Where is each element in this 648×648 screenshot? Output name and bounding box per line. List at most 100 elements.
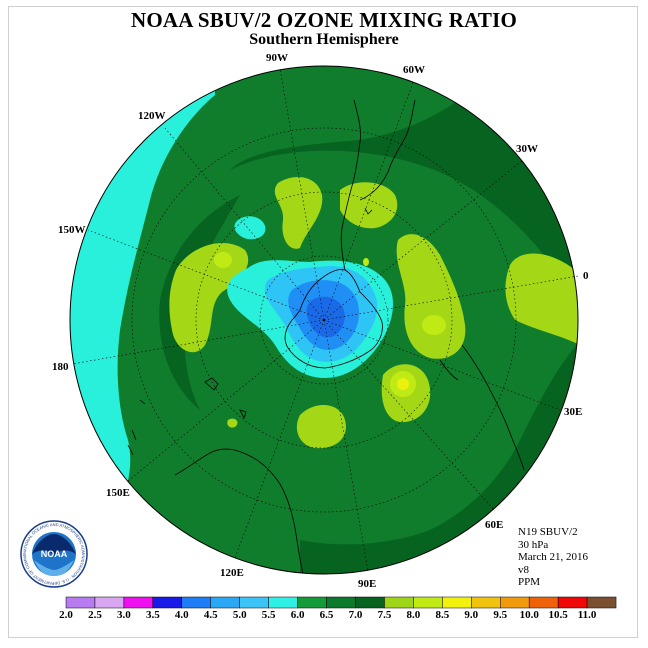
colorbar-box (152, 596, 183, 609)
madagascar-coast (439, 359, 459, 381)
colorbar-label: 4.0 (175, 609, 189, 621)
colorbar-label: 6.5 (320, 609, 334, 621)
new-zealand-coast (127, 399, 146, 456)
australia-coast (174, 448, 305, 574)
colorbar-labels: 2.0 2.5 3.0 3.5 4.0 4.5 5.0 5.5 6.0 6.5 7.0 7.5 8.0 8… (59, 609, 597, 621)
spot-west (214, 252, 232, 268)
colorbar-label: 11.0 (578, 609, 597, 621)
colorbar-label: 5.5 (262, 609, 276, 621)
lon-label-120e: 120E (220, 567, 244, 579)
colorbar-label: 4.5 (204, 609, 218, 621)
green-patch-south (296, 404, 346, 449)
small-spot (363, 258, 369, 266)
lon-label-150w: 150W (58, 224, 86, 236)
island-1 (204, 377, 219, 391)
meridian-90w (279, 68, 325, 321)
colorbar-box (210, 596, 240, 609)
colorbar-label: 3.0 (117, 609, 131, 621)
colorbar-box (384, 596, 414, 609)
info-date: March 21, 2016 (518, 551, 588, 563)
colorbar-box (355, 596, 385, 609)
info-block: N19 SBUV/2 30 hPa March 21, 2016 v8 PPM (518, 526, 588, 589)
lon-label-0: 0 (583, 270, 589, 282)
colorbar-box (65, 596, 96, 609)
lon-label-180: 180 (52, 361, 69, 373)
lat-circle-1 (259, 255, 389, 385)
info-pressure: 30 hPa (518, 538, 549, 551)
colorbar-box (268, 596, 298, 609)
colorbar-box (471, 596, 501, 609)
colorbar-label: 10.0 (520, 609, 540, 621)
meridian-180 (71, 319, 325, 365)
green-speck (227, 418, 238, 428)
dark-green-belt-west (159, 195, 240, 410)
vortex-core (306, 296, 345, 338)
colorbar-box (239, 596, 269, 609)
falkland-islands (364, 207, 373, 215)
green-patch-far-east (505, 253, 578, 345)
colorbar-label: 9.0 (464, 609, 478, 621)
green-patch-north (274, 176, 323, 249)
map-subtitle: Southern Hemisphere (249, 31, 399, 48)
green-patch-west (169, 242, 249, 353)
colorbar-boxes (65, 596, 617, 609)
africa-coast (461, 344, 525, 471)
colorbar-box (123, 596, 154, 609)
colorbar-box (326, 596, 356, 609)
colorbar-label: 8.5 (435, 609, 449, 621)
colorbar-label: 9.5 (493, 609, 507, 621)
lon-label-150e: 150E (106, 487, 130, 499)
colorbar-box (557, 596, 588, 609)
colorbar-label: 2.0 (59, 609, 73, 621)
colorbar-box (94, 596, 125, 609)
logo-wave-icon (34, 560, 74, 576)
lon-label-60e: 60E (485, 519, 503, 531)
meridian-0 (323, 275, 579, 321)
logo-text: NOAA (41, 549, 68, 559)
cyan-blob-north (234, 216, 266, 240)
meridian-120w (164, 127, 325, 321)
info-instrument: N19 SBUV/2 (518, 526, 578, 538)
figure-frame (8, 6, 638, 638)
meridians (71, 68, 579, 572)
colorbar-label: 10.5 (549, 609, 569, 621)
island-2 (239, 409, 247, 420)
map-outline (69, 65, 579, 575)
yellow-max (397, 378, 409, 390)
lat-circle-2 (195, 191, 453, 449)
lon-label-120w: 120W (138, 110, 166, 122)
colorbar-label: 5.0 (233, 609, 247, 621)
green-patch-northeast (340, 182, 398, 229)
lon-label-90e: 90E (358, 578, 376, 590)
lon-label-60w: 60W (403, 64, 425, 76)
colorbar-box (528, 596, 559, 609)
info-version: v8 (518, 563, 529, 576)
noaa-logo: NATIONAL OCEANIC AND ATMOSPHERIC ADMINIS… (20, 520, 88, 588)
lon-label-30w: 30W (516, 143, 538, 155)
colorbar-box (413, 596, 443, 609)
info-units: PPM (518, 576, 541, 588)
map-title: NOAA SBUV/2 OZONE MIXING RATIO (131, 8, 517, 32)
south-america-west-coast (340, 99, 361, 271)
colorbar-label: 6.0 (291, 609, 305, 621)
green-patch-east (396, 234, 466, 359)
colorbar-label: 2.5 (88, 609, 102, 621)
antarctica-coast (284, 269, 383, 369)
colorbar-label: 3.5 (146, 609, 160, 621)
meridian-30w (323, 159, 524, 321)
colorbar-label: 7.0 (349, 609, 363, 621)
colorbar-box (297, 596, 327, 609)
logo-bird-icon (32, 534, 76, 556)
colorbar-box (500, 596, 530, 609)
spot-east (422, 315, 446, 335)
latitude-circles (131, 127, 517, 513)
coastlines (127, 99, 525, 574)
meridian-60e (323, 319, 496, 512)
colorbar-box (586, 596, 617, 609)
colorbar-box (442, 596, 472, 609)
lon-label-30e: 30E (564, 406, 582, 418)
lon-label-90w: 90W (266, 52, 288, 64)
colorbar-box (181, 596, 212, 609)
